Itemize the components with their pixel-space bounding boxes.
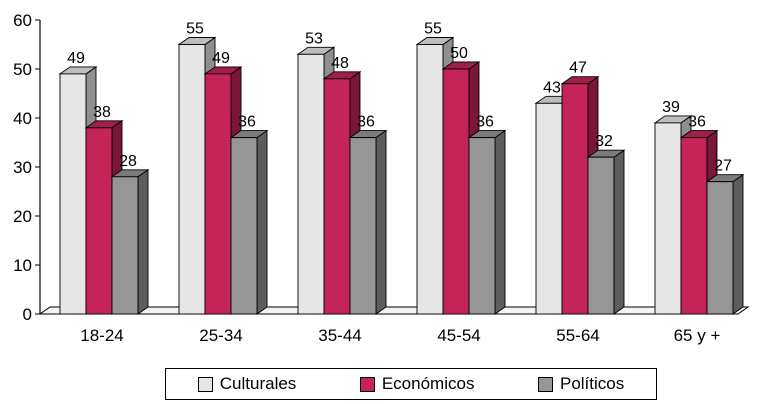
bar xyxy=(178,44,206,315)
y-tick-label: 30 xyxy=(13,158,32,177)
data-label: 36 xyxy=(238,114,256,131)
data-label: 27 xyxy=(714,158,732,175)
bar xyxy=(442,68,470,315)
data-label: 28 xyxy=(119,153,137,170)
bar xyxy=(323,78,351,315)
data-label: 36 xyxy=(357,114,375,131)
bar xyxy=(297,53,325,315)
x-tick-label: 35-44 xyxy=(318,326,361,345)
legend-swatch-politicos xyxy=(537,376,553,392)
legend-swatch-culturales xyxy=(197,376,213,392)
bar xyxy=(561,83,589,315)
y-tick-label: 20 xyxy=(13,207,32,226)
chart-legend: Culturales Económicos Políticos xyxy=(165,368,657,400)
data-label: 32 xyxy=(595,133,613,150)
data-label: 47 xyxy=(569,60,587,77)
bar-side xyxy=(613,149,625,315)
data-label: 49 xyxy=(212,50,230,67)
data-label: 38 xyxy=(93,104,111,121)
bar xyxy=(349,137,377,315)
bar xyxy=(416,44,444,315)
y-tick-label: 40 xyxy=(13,109,32,128)
x-tick-label: 45-54 xyxy=(437,326,480,345)
bar xyxy=(654,122,682,315)
data-label: 36 xyxy=(476,114,494,131)
bar xyxy=(59,73,87,315)
legend-item-politicos: Políticos xyxy=(537,374,625,394)
legend-item-economicos: Económicos xyxy=(359,374,475,394)
bar-side xyxy=(375,129,387,315)
bar xyxy=(204,73,232,315)
legend-swatch-economicos xyxy=(359,376,375,392)
x-tick-label: 18-24 xyxy=(80,326,123,345)
bar xyxy=(587,156,615,315)
data-label: 43 xyxy=(543,79,561,96)
data-label: 53 xyxy=(305,30,323,47)
data-label: 50 xyxy=(450,45,468,62)
bar xyxy=(706,181,734,315)
legend-label-economicos: Económicos xyxy=(381,374,475,393)
bar xyxy=(680,137,708,315)
data-label: 55 xyxy=(186,21,204,38)
data-label: 55 xyxy=(424,21,442,38)
bar xyxy=(85,127,113,315)
data-label: 36 xyxy=(688,114,706,131)
data-label: 39 xyxy=(662,99,680,116)
bar-side xyxy=(137,168,149,315)
bar-side xyxy=(256,129,268,315)
y-tick-label: 10 xyxy=(13,256,32,275)
x-tick-label: 65 y + xyxy=(674,326,721,345)
legend-label-culturales: Culturales xyxy=(219,374,297,393)
y-tick-label: 60 xyxy=(13,11,32,30)
bar-side xyxy=(732,173,744,315)
y-tick-label: 50 xyxy=(13,60,32,79)
y-tick-label: 0 xyxy=(23,305,32,324)
legend-item-culturales: Culturales xyxy=(197,374,297,394)
bar xyxy=(535,102,563,315)
bar-side xyxy=(494,129,506,315)
x-tick-label: 55-64 xyxy=(556,326,599,345)
data-label: 48 xyxy=(331,55,349,72)
data-label: 49 xyxy=(67,50,85,67)
x-tick-label: 25-34 xyxy=(199,326,242,345)
bar xyxy=(111,176,139,315)
legend-label-politicos: Políticos xyxy=(559,374,625,393)
bar xyxy=(230,137,258,315)
bar xyxy=(468,137,496,315)
